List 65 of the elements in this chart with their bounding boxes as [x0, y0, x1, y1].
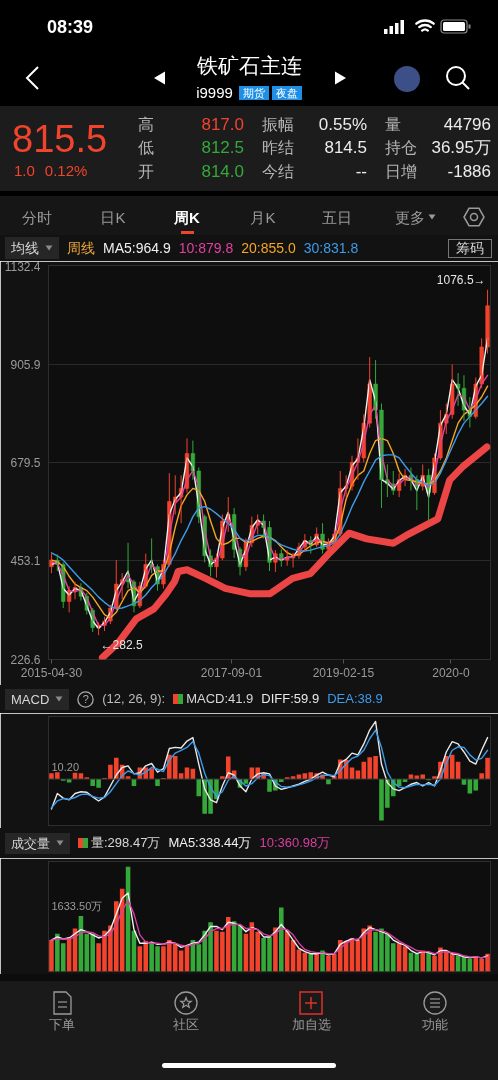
legend-title: 周线 — [67, 239, 95, 258]
y-tick-label: 453.1 — [10, 554, 41, 569]
y-tick-label: 679.5 — [10, 456, 41, 470]
text: 加自选 — [290, 1017, 332, 1033]
text: 开 — [138, 163, 154, 180]
text: 日增 — [385, 162, 417, 182]
text: 振幅 — [262, 115, 294, 135]
text: 高 — [138, 116, 154, 133]
text: 昨结 — [262, 138, 294, 158]
text: 更多 — [395, 208, 425, 226]
text: 814.5 — [324, 137, 367, 159]
text: 量 — [385, 115, 401, 135]
text: 10:879.8 — [178, 239, 234, 258]
text: 夜盘 — [271, 86, 302, 100]
chart-title: 成交量 — [11, 834, 50, 852]
text: DIFF:59.9 — [261, 689, 320, 708]
legend-label: MACD:41.9 — [186, 689, 254, 708]
text: 812.5 — [201, 137, 244, 159]
text: 日K — [100, 208, 126, 226]
text: 下单 — [48, 1017, 76, 1033]
x-tick-label: 2017-09-01 — [200, 665, 263, 680]
text: 铁矿石主连 — [195, 53, 303, 79]
text: 44796 — [443, 114, 491, 136]
text: 分时 — [22, 208, 52, 226]
text: 1.0 — [14, 162, 35, 180]
text: 817.0 — [201, 114, 244, 136]
text: i9999 — [196, 84, 233, 102]
y-tick-label: 1132.4 — [4, 259, 41, 274]
text: 814.0 — [201, 161, 244, 183]
text: ? — [82, 692, 89, 705]
text: 30:831.8 — [303, 239, 359, 258]
text: 36.95万 — [431, 137, 491, 159]
y-tick-label: 905.9 — [10, 357, 41, 372]
text: 持仓 — [385, 138, 417, 158]
series-label: DEA:38.9 — [327, 689, 383, 708]
text: 0.12% — [44, 162, 88, 180]
annotation: 10.20 — [51, 761, 80, 774]
text: 月K — [250, 208, 276, 226]
text: 815.5 — [12, 116, 108, 162]
text: 低 — [138, 139, 154, 156]
text: 周K — [174, 208, 200, 226]
y-tick-label: 226.6 — [10, 653, 41, 667]
text: MA5:338.44万 — [168, 833, 252, 852]
text: 功能 — [421, 1017, 449, 1033]
x-tick-label: 2015-04-30 — [20, 665, 83, 680]
text: 筹码 — [448, 238, 492, 258]
text: 10:360.98万 — [259, 833, 331, 852]
text: 五日 — [322, 208, 352, 226]
x-tick-label: 2019-02-15 — [312, 665, 375, 680]
text: 期货 — [238, 86, 269, 100]
legend-title: (12, 26, 9): — [102, 689, 166, 708]
text: 今结 — [262, 162, 294, 182]
legend-label: 量:298.47万 — [91, 833, 161, 852]
text: -1886 — [447, 161, 491, 183]
text: -- — [355, 161, 367, 183]
text: 20:855.0 — [241, 239, 296, 258]
annotation: 1633.50万 — [51, 899, 103, 912]
chart-title: 均线 — [11, 239, 39, 257]
text: 社区 — [172, 1017, 200, 1033]
annotation: 1076.5→ — [436, 272, 486, 287]
text: 0.55% — [318, 114, 367, 136]
chart-title: MACD — [11, 690, 50, 708]
text: MA5:964.9 — [103, 239, 171, 258]
text: 08:39 — [45, 15, 94, 39]
x-tick-label: 2020-0 — [432, 665, 470, 680]
